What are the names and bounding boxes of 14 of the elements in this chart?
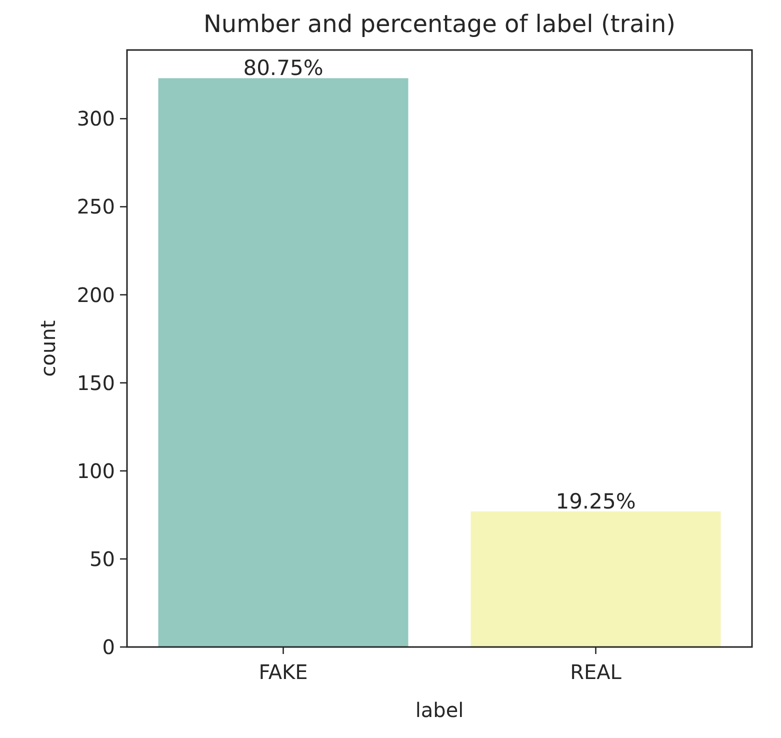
annotation: 80.75%	[243, 56, 324, 80]
x-tick-label: REAL	[570, 660, 622, 684]
y-tick-label: 200	[76, 282, 115, 307]
y-tick-label: 300	[76, 106, 115, 131]
chart-title: Number and percentage of label (train)	[203, 10, 676, 38]
y-tick-label: 100	[76, 458, 115, 483]
x-axis-title: label	[415, 698, 464, 722]
x-tick-label: FAKE	[258, 660, 308, 684]
y-tick-label: 150	[76, 370, 115, 395]
y-tick-label: 0	[102, 635, 115, 659]
y-tick-label: 50	[90, 546, 115, 571]
y-axis-title: count	[36, 320, 60, 377]
annotation: 19.25%	[556, 489, 636, 514]
y-tick-label: 250	[76, 194, 115, 219]
